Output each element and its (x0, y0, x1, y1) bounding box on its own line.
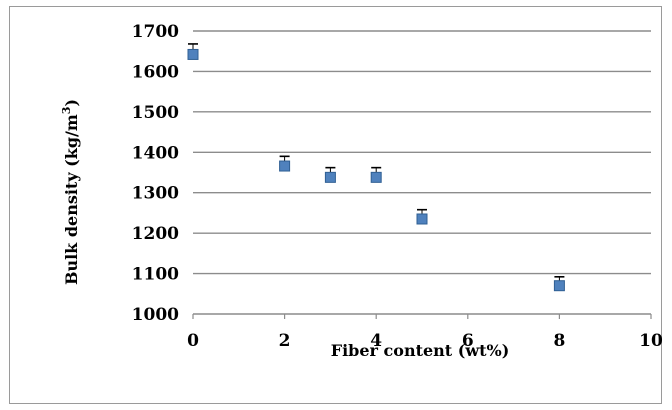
y-axis-title: Bulk density (kg/m3) (60, 99, 81, 285)
grid-lines (192, 30, 652, 319)
data-point (187, 48, 199, 60)
x-tick-label: 0 (187, 331, 199, 351)
y-tick-label: 1500 (132, 103, 179, 123)
data-points (187, 43, 565, 292)
x-tick-label: 6 (462, 331, 474, 351)
y-tick-label: 1400 (132, 143, 179, 163)
x-tick-label: 8 (553, 331, 565, 351)
chart-frame (9, 6, 662, 404)
x-tick-label: 10 (639, 331, 663, 351)
y-axis-title-close: ) (62, 99, 81, 107)
y-tick-label: 1700 (132, 22, 179, 42)
y-tick-label: 1100 (132, 265, 179, 285)
data-point (279, 160, 291, 172)
y-axis-title-text: Bulk density (kg/m (62, 114, 81, 285)
x-tick-label: 2 (279, 331, 291, 351)
data-point (370, 171, 382, 183)
y-tick-label: 1300 (132, 184, 179, 204)
x-tick-label: 4 (370, 331, 382, 351)
y-tick-label: 1000 (132, 305, 179, 325)
y-axis-title-superscript: 3 (60, 107, 73, 115)
x-axis-title: Fiber content (wt%) (331, 341, 510, 360)
data-point (416, 213, 428, 225)
y-tick-labels: 1000 1100 1200 1300 1400 1500 1600 1700 (132, 22, 179, 325)
data-point (553, 280, 565, 292)
data-point (324, 171, 336, 183)
y-tick-label: 1200 (132, 224, 179, 244)
y-tick-label: 1600 (132, 62, 179, 82)
x-tick-labels: 0 2 4 6 8 10 (187, 331, 663, 351)
